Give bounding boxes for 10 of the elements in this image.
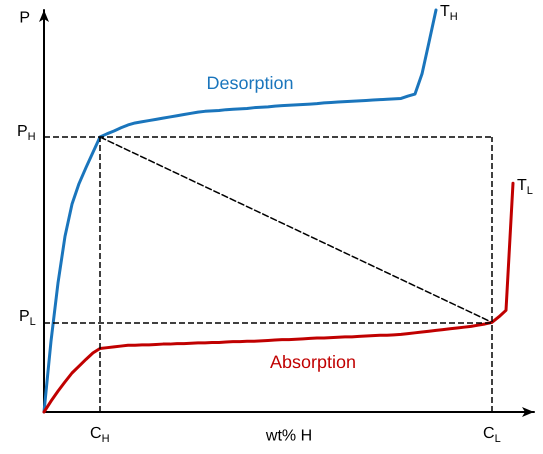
y-axis-title: P (19, 10, 30, 26)
x-tick-label: C$_{H}$ (90, 425, 110, 445)
annotation: Desorption (206, 73, 294, 93)
ref-line-label: P$_{L}$ (19, 308, 36, 328)
ref-line-label: P$_{H}$ (17, 122, 36, 143)
x-axis-title: wt% H (264, 428, 312, 444)
series-label: T$_{L}$ (517, 176, 533, 197)
series-label: T$_{H}$ (440, 3, 458, 24)
x-tick-label: C$_{L}$ (483, 425, 501, 445)
annotation: Absorption (270, 352, 356, 372)
